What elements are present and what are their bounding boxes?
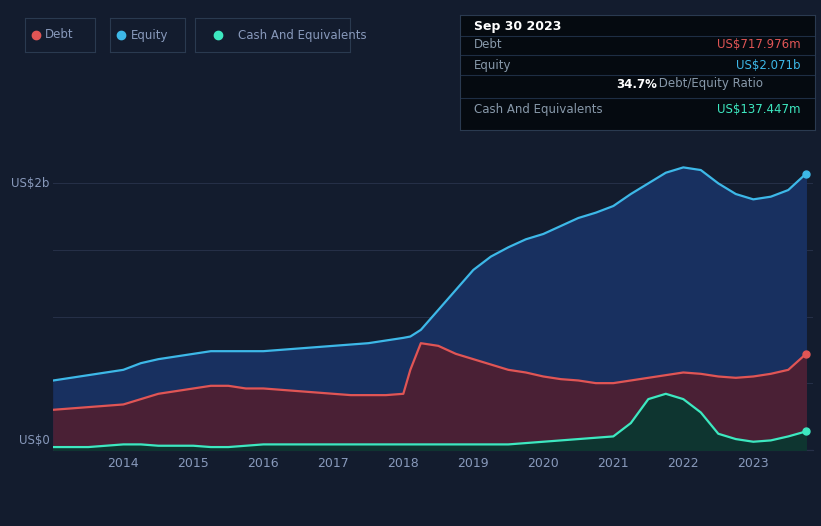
Text: Debt: Debt: [475, 38, 502, 52]
Text: US$2.071b: US$2.071b: [736, 59, 800, 72]
Text: Sep 30 2023: Sep 30 2023: [475, 20, 562, 33]
Text: Cash And Equivalents: Cash And Equivalents: [475, 103, 603, 116]
Text: Equity: Equity: [475, 59, 511, 72]
Text: Equity: Equity: [131, 28, 168, 42]
Text: Cash And Equivalents: Cash And Equivalents: [238, 28, 367, 42]
Text: US$717.976m: US$717.976m: [718, 38, 800, 52]
Text: US$2b: US$2b: [11, 177, 49, 190]
Text: US$0: US$0: [19, 433, 49, 447]
Text: Debt: Debt: [44, 28, 73, 42]
Text: US$137.447m: US$137.447m: [718, 103, 800, 116]
Text: 34.7%: 34.7%: [617, 77, 657, 90]
Text: Debt/Equity Ratio: Debt/Equity Ratio: [655, 77, 764, 90]
